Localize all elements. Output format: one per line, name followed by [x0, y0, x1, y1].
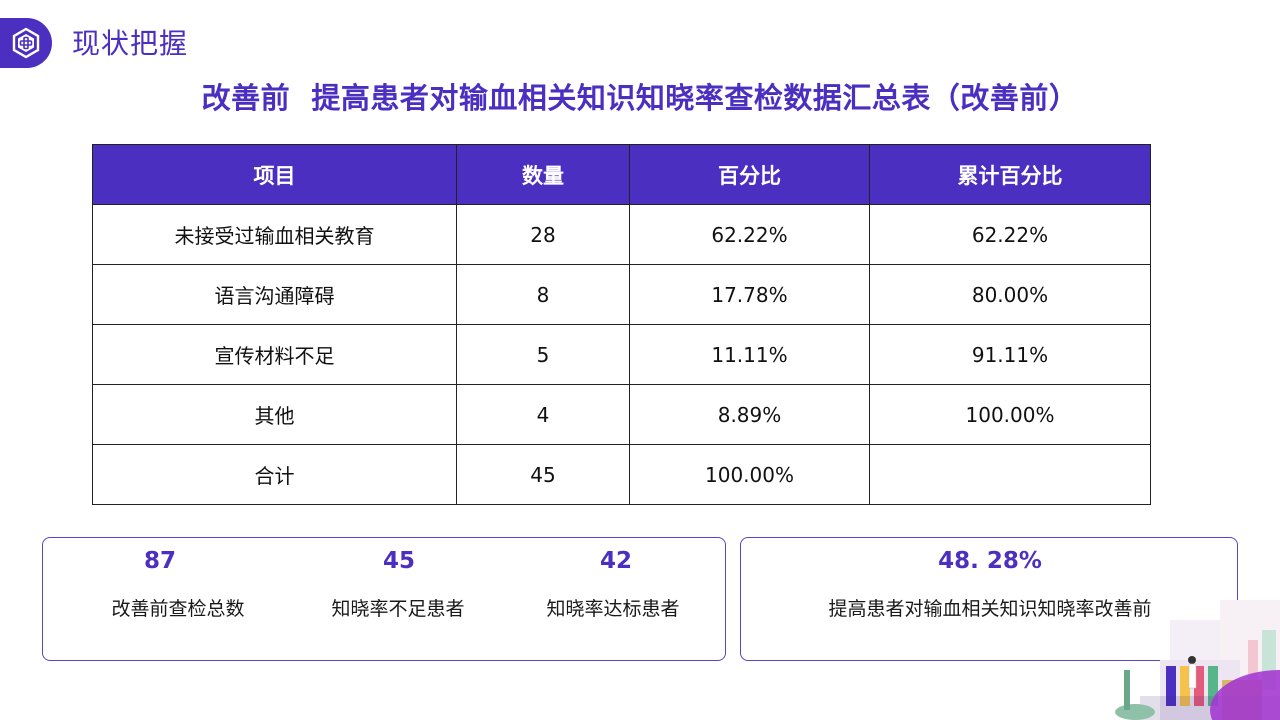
table-row: 语言沟通障碍 8 17.78% 80.00% — [92, 264, 1151, 325]
table-cell: 宣传材料不足 — [92, 324, 457, 385]
data-table: 项目 数量 百分比 累计百分比 未接受过输血相关教育 28 62.22% 62.… — [92, 144, 1151, 505]
table-cell: 62.22% — [869, 204, 1151, 265]
section-title: 现状把握 — [72, 27, 189, 60]
page-title: 改善前 提高患者对输血相关知识知晓率查检数据汇总表（改善前） — [201, 81, 1079, 115]
table-header-row: 项目 数量 百分比 累计百分比 — [92, 144, 1151, 205]
stat-total: 87 改善前查检总数 — [73, 538, 283, 624]
stat-label: 提高患者对输血相关知识知晓率改善前 — [828, 598, 1152, 620]
medical-cross-hexagon-icon — [12, 27, 40, 59]
table-cell: 8 — [456, 264, 630, 325]
table-cell: 17.78% — [629, 264, 870, 325]
table-cell: 8.89% — [629, 384, 870, 445]
stats-card: 87 改善前查检总数 45 知晓率不足患者 42 知晓率达标患者 — [42, 537, 726, 661]
column-header-percent: 百分比 — [629, 144, 870, 205]
table-cell: 100.00% — [869, 384, 1151, 445]
table-row: 其他 4 8.89% 100.00% — [92, 384, 1151, 445]
table-row: 宣传材料不足 5 11.11% 91.11% — [92, 324, 1151, 385]
stat-insufficient: 45 知晓率不足患者 — [308, 538, 488, 624]
stat-value: 42 — [599, 548, 632, 574]
table-cell: 其他 — [92, 384, 457, 445]
stat-rate: 48. 28% 提高患者对输血相关知识知晓率改善前 — [741, 538, 1239, 624]
table-cell: 合计 — [92, 444, 457, 505]
table-cell: 5 — [456, 324, 630, 385]
stat-value: 45 — [382, 548, 415, 574]
table-cell: 4 — [456, 384, 630, 445]
table-cell: 62.22% — [629, 204, 870, 265]
table-cell: 91.11% — [869, 324, 1151, 385]
table-row: 未接受过输血相关教育 28 62.22% 62.22% — [92, 204, 1151, 265]
stat-label: 知晓率达标患者 — [546, 598, 680, 620]
table-cell: 80.00% — [869, 264, 1151, 325]
table-row-total: 合计 45 100.00% — [92, 444, 1151, 505]
table-cell: 未接受过输血相关教育 — [92, 204, 457, 265]
stat-qualified: 42 知晓率达标患者 — [523, 538, 703, 624]
rate-card: 48. 28% 提高患者对输血相关知识知晓率改善前 — [740, 537, 1238, 661]
table-cell: 45 — [456, 444, 630, 505]
table-cell — [869, 444, 1151, 505]
column-header-count: 数量 — [456, 144, 630, 205]
column-header-cumulative: 累计百分比 — [869, 144, 1151, 205]
header-badge — [0, 18, 52, 68]
stat-value: 48. 28% — [938, 548, 1042, 574]
table-cell: 11.11% — [629, 324, 870, 385]
table-cell: 100.00% — [629, 444, 870, 505]
hospital-illustration-icon — [1115, 600, 1280, 720]
column-header-item: 项目 — [92, 144, 457, 205]
stat-label: 知晓率不足患者 — [331, 598, 465, 620]
table-cell: 语言沟通障碍 — [92, 264, 457, 325]
stat-value: 87 — [143, 548, 176, 574]
table-cell: 28 — [456, 204, 630, 265]
stat-label: 改善前查检总数 — [111, 598, 245, 620]
